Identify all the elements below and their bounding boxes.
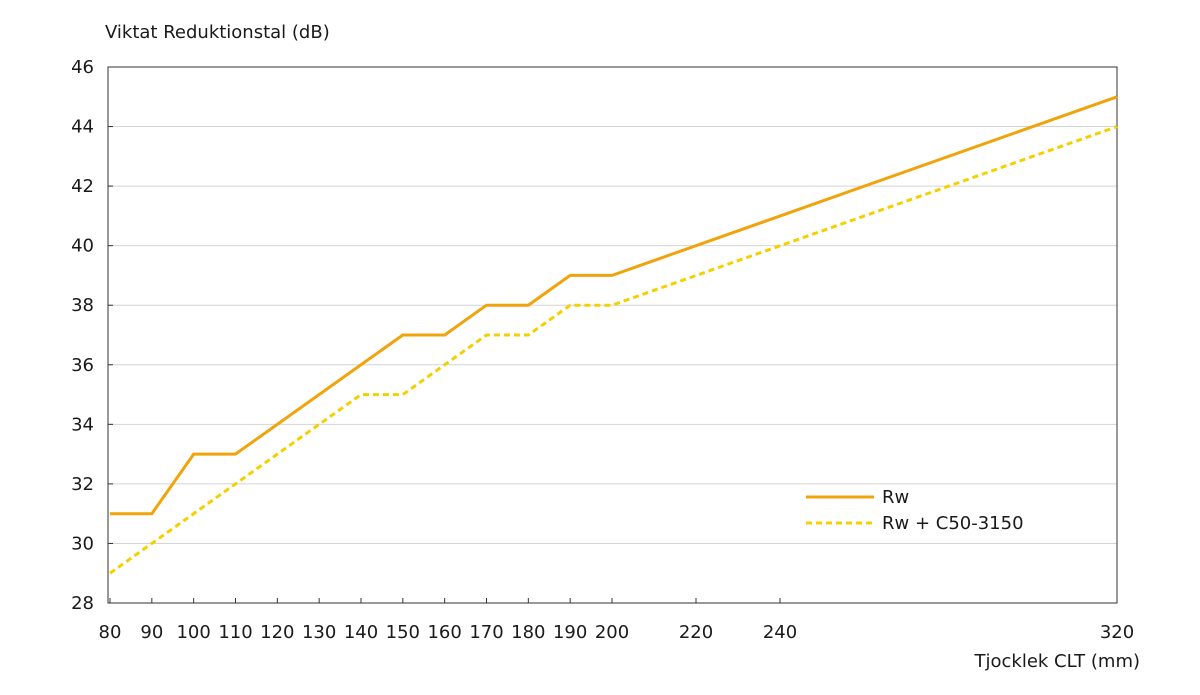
x-tick-label-100: 100 <box>176 622 210 643</box>
x-tick-label-180: 180 <box>511 622 545 643</box>
y-tick-label-42: 42 <box>71 176 94 197</box>
x-tick-label-320: 320 <box>1100 622 1134 643</box>
y-tick-label-30: 30 <box>71 533 94 554</box>
series-line-2 <box>109 125 1118 575</box>
x-tick-label-110: 110 <box>218 622 252 643</box>
x-axis-title: Tjocklek CLT (mm) <box>974 651 1141 672</box>
legend-label-2: Rw + C50-3150 <box>882 513 1024 534</box>
x-tick-label-200: 200 <box>595 622 629 643</box>
y-tick-label-38: 38 <box>71 295 94 316</box>
y-tick-label-34: 34 <box>71 414 94 435</box>
x-tick-label-220: 220 <box>679 622 713 643</box>
y-tick-label-44: 44 <box>71 117 94 138</box>
y-axis-title: Viktat Reduktionstal (dB) <box>105 22 330 43</box>
y-tick-label-36: 36 <box>71 355 94 376</box>
x-tick-label-190: 190 <box>553 622 587 643</box>
x-tick-label-140: 140 <box>344 622 378 643</box>
axis-ticks <box>108 66 1118 604</box>
grid-lines <box>108 126 1117 544</box>
series-lines <box>109 95 1118 575</box>
x-tick-label-130: 130 <box>302 622 336 643</box>
y-tick-label-32: 32 <box>71 474 94 495</box>
y-tick-label-46: 46 <box>71 57 94 78</box>
y-tick-label-28: 28 <box>71 593 94 614</box>
x-tick-label-120: 120 <box>260 622 294 643</box>
y-tick-labels: 28 30 32 34 36 38 40 42 44 46 <box>71 57 94 614</box>
x-tick-label-90: 90 <box>140 622 163 643</box>
x-tick-label-240: 240 <box>763 622 797 643</box>
series-line-1 <box>110 95 1118 516</box>
x-tick-label-160: 160 <box>427 622 461 643</box>
x-tick-label-170: 170 <box>469 622 503 643</box>
x-tick-labels: 80 90 100 110 120 130 140 150 160 170 180 190 200 220… <box>99 622 1135 643</box>
x-tick-label-150: 150 <box>386 622 420 643</box>
y-tick-label-40: 40 <box>71 236 94 257</box>
legend-label-1: Rw <box>882 487 909 508</box>
legend: Rw Rw + C50-3150 <box>806 487 1024 534</box>
x-tick-label-80: 80 <box>99 622 122 643</box>
